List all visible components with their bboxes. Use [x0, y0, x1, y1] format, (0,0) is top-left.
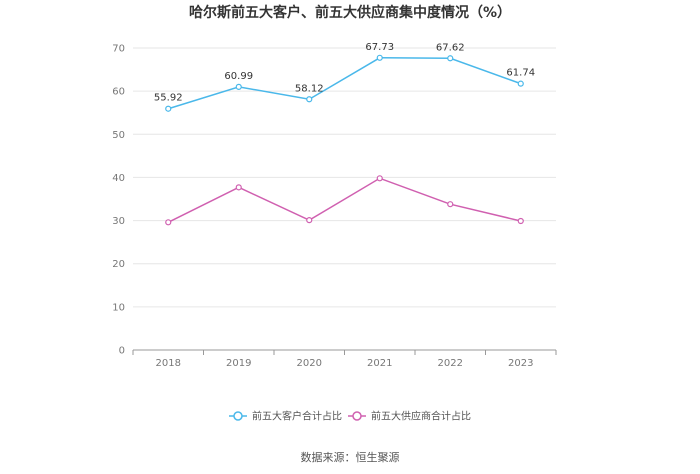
- legend-label: 前五大供应商合计占比: [371, 410, 471, 423]
- series-line: [168, 57, 522, 110]
- data-point[interactable]: [235, 184, 242, 191]
- y-tick-label: 10: [112, 302, 125, 313]
- legend[interactable]: 前五大客户合计占比 前五大供应商合计占比: [229, 410, 471, 423]
- legend-item-2[interactable]: 前五大供应商合计占比: [348, 410, 471, 423]
- data-label: 58.12: [295, 83, 324, 94]
- data-point[interactable]: [447, 201, 454, 208]
- series-line: [167, 177, 521, 223]
- data-point[interactable]: [517, 217, 524, 225]
- legend-label: 前五大客户合计占比: [252, 410, 342, 423]
- legend-item-1[interactable]: 前五大客户合计占比: [229, 410, 342, 423]
- data-point[interactable]: [376, 54, 383, 61]
- y-tick-label: 50: [112, 130, 125, 141]
- legend-marker-icon: [352, 411, 362, 421]
- series-layer: 55.92 60.99 58.12 67.73 67.62 61.74: [154, 42, 535, 226]
- data-point[interactable]: [447, 55, 454, 62]
- x-tick-label: 2021: [367, 358, 392, 369]
- y-tick-label: 60: [112, 87, 125, 98]
- grid: [133, 47, 556, 308]
- data-label: 55.92: [154, 93, 183, 104]
- y-tick-label: 70: [112, 44, 125, 55]
- data-point[interactable]: [306, 96, 313, 103]
- data-label: 60.99: [224, 71, 253, 82]
- x-tick-label: 2020: [297, 358, 322, 369]
- data-label: 67.73: [365, 42, 394, 53]
- data-point[interactable]: [306, 217, 313, 224]
- y-axis: 0 10 20 30 40 50 60 70: [112, 44, 125, 357]
- legend-marker-icon: [233, 411, 243, 421]
- data-point[interactable]: [235, 83, 242, 90]
- chart-title: 哈尔斯前五大客户、前五大供应商集中度情况（%）: [189, 4, 511, 21]
- data-point[interactable]: [165, 105, 172, 112]
- data-label: 61.74: [506, 68, 535, 79]
- x-tick-label: 2019: [226, 358, 251, 369]
- x-tick-label: 2018: [156, 358, 181, 369]
- y-tick-label: 40: [112, 173, 125, 184]
- data-source: 数据来源：恒生聚源: [301, 450, 400, 464]
- data-label: 67.62: [436, 42, 465, 53]
- x-tick-label: 2022: [438, 358, 463, 369]
- y-tick-label: 30: [112, 216, 125, 227]
- x-axis: 2018 2019 2020 2021 2022 2023: [132, 349, 557, 369]
- data-point[interactable]: [517, 80, 524, 87]
- x-tick-label: 2023: [508, 358, 533, 369]
- y-tick-label: 0: [119, 346, 125, 357]
- data-point[interactable]: [376, 175, 383, 182]
- data-point[interactable]: [165, 219, 172, 226]
- y-tick-label: 20: [112, 259, 125, 270]
- series-1: 55.92 60.99 58.12 67.73 67.62 61.74: [154, 42, 535, 112]
- series-2: [165, 175, 524, 226]
